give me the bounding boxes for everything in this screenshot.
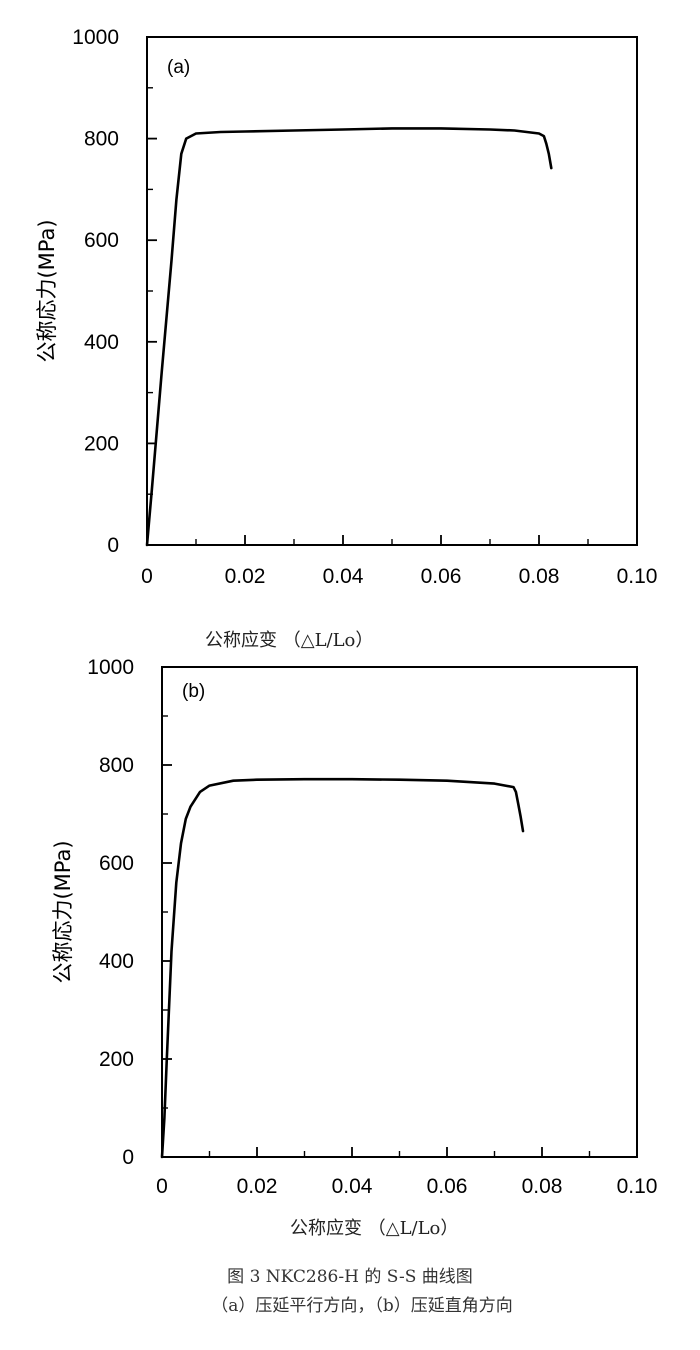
chart-b-y-tick-label: 1000 bbox=[87, 656, 134, 679]
chart-a-y-tick-label: 800 bbox=[84, 128, 119, 151]
chart-a-y-tick-label: 1000 bbox=[72, 26, 119, 49]
chart-b-y-tick-label: 400 bbox=[99, 950, 134, 973]
chart-b-x-tick-label: 0 bbox=[156, 1175, 168, 1198]
chart-a-panel-label: (a) bbox=[167, 57, 190, 78]
chart-a-x-tick-label: 0.06 bbox=[421, 565, 462, 588]
chart-b-x-tick-label: 0.10 bbox=[617, 1175, 658, 1198]
chart-a-x-tick-label: 0 bbox=[141, 565, 153, 588]
chart-b: 0 0.02 0.04 0.06 0.08 0.10 0 200 400 600 800 1000 (b… bbox=[0, 640, 700, 1260]
chart-a-x-tick-label: 0.08 bbox=[519, 565, 560, 588]
figure-caption-line-2: （a）压延平行方向，（b）压延直角方向 bbox=[211, 1296, 513, 1316]
chart-a-y-tick-label: 400 bbox=[84, 331, 119, 354]
chart-b-y-tick-label: 0 bbox=[122, 1146, 134, 1169]
chart-b-x-tick-label: 0.04 bbox=[332, 1175, 373, 1198]
figure-caption-line-1: 图 3 NKC286-H 的 S-S 曲线图 bbox=[227, 1267, 473, 1287]
chart-a-x-axis-label: 公称应变 （△L/Lo） bbox=[205, 630, 374, 651]
chart-b-y-tick-label: 600 bbox=[99, 852, 134, 875]
chart-b-x-tick-label: 0.06 bbox=[427, 1175, 468, 1198]
chart-a: 0 0.02 0.04 0.06 0.08 0.10 0 200 400 600 800 1000 (a… bbox=[0, 0, 700, 651]
chart-b-series-line bbox=[160, 777, 525, 1159]
chart-b-plot-frame bbox=[161, 666, 638, 1158]
chart-b-x-axis-label: 公称应变 （△L/Lo） bbox=[290, 1218, 459, 1239]
chart-a-x-tick-label: 0.04 bbox=[323, 565, 364, 588]
chart-a-x-tick-label: 0.10 bbox=[617, 565, 658, 588]
chart-a-series-line bbox=[145, 127, 553, 547]
chart-a-y-axis-label: 公称応力(MPa) bbox=[35, 219, 59, 362]
chart-a-y-tick-label: 200 bbox=[84, 432, 119, 455]
chart-a-y-tick-label: 600 bbox=[84, 229, 119, 252]
chart-b-x-tick-label: 0.08 bbox=[522, 1175, 563, 1198]
chart-b-y-axis-label: 公称応力(MPa) bbox=[51, 840, 75, 983]
chart-a-plot: 0 0.02 0.04 0.06 0.08 0.10 0 200 400 600 800 1000 (a… bbox=[35, 26, 658, 588]
chart-b-y-tick-label: 200 bbox=[99, 1048, 134, 1071]
chart-b-x-tick-label: 0.02 bbox=[237, 1175, 278, 1198]
chart-b-plot: 0 0.02 0.04 0.06 0.08 0.10 0 200 400 600 800 1000 (b… bbox=[51, 656, 658, 1198]
chart-a-y-tick-label: 0 bbox=[107, 534, 119, 557]
chart-a-plot-frame bbox=[146, 36, 638, 546]
chart-b-y-tick-label: 800 bbox=[99, 754, 134, 777]
chart-a-x-tick-label: 0.02 bbox=[225, 565, 266, 588]
chart-b-panel-label: (b) bbox=[182, 681, 205, 702]
